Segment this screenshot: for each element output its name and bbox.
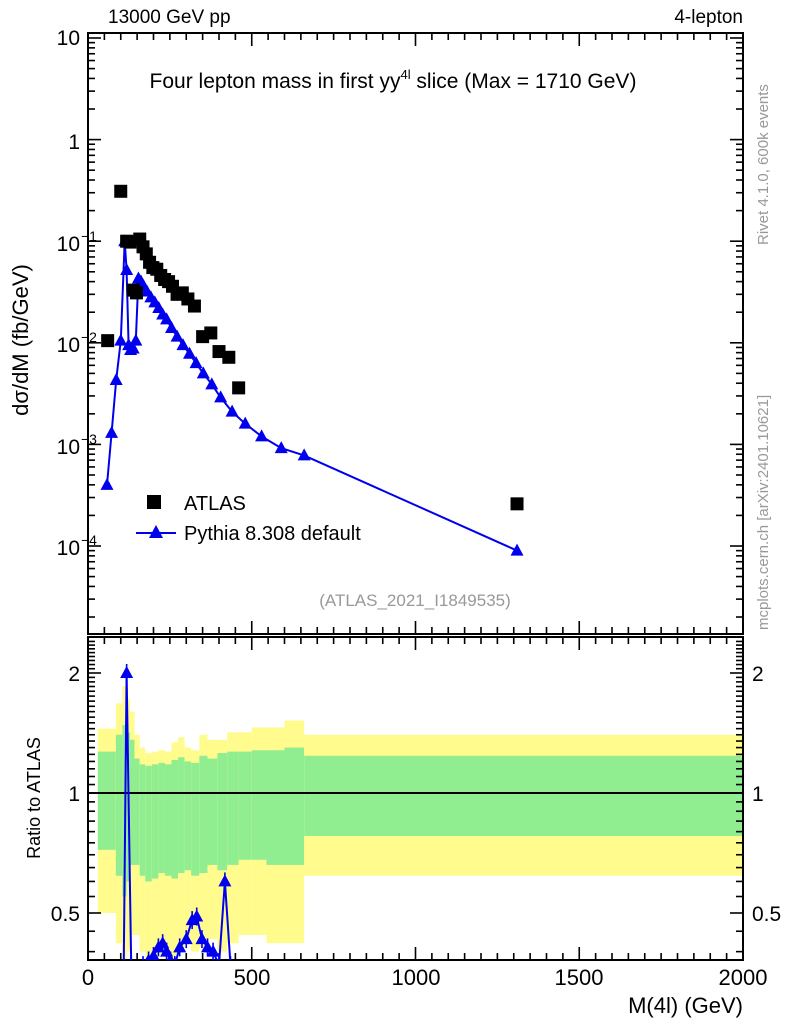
source-label: mcplots.cern.ch [arXiv:2401.10621] — [755, 395, 772, 630]
ratio-ylabel: Ratio to ATLAS — [24, 737, 44, 859]
pythia-point — [297, 448, 311, 461]
pythia-point — [225, 404, 239, 417]
pythia-point — [109, 373, 123, 386]
ratio-ytick-1-right: 1 — [752, 783, 764, 806]
atlas-point — [232, 381, 246, 395]
atlas-point — [204, 326, 218, 340]
xtick-0: 0 — [82, 965, 94, 990]
pythia-point — [255, 429, 269, 442]
ratio-ytick-1: 1 — [68, 783, 80, 806]
pythia-point — [510, 543, 524, 556]
pythia-point — [274, 441, 288, 454]
ratio-ytick-labels-left: 2 1 0.5 — [51, 663, 80, 926]
svg-text:−3: −3 — [81, 431, 97, 447]
pythia-point — [105, 425, 119, 438]
atlas-point — [212, 345, 226, 359]
xtick-1000: 1000 — [392, 965, 441, 990]
title-post: slice (Max = 1710 GeV) — [411, 70, 637, 93]
main-ytick-labels: 10 1 10 −1 10 −2 10 −3 10 −4 — [57, 27, 98, 560]
svg-text:−2: −2 — [81, 329, 97, 345]
xtick-1500: 1500 — [555, 965, 604, 990]
atlas-point — [101, 334, 115, 348]
main-ytick-2: 10 −1 — [57, 228, 98, 256]
svg-text:10: 10 — [57, 233, 80, 256]
generator-info-label: Rivet 4.1.0, 600k events — [755, 84, 772, 245]
main-ytick-5: 10 −4 — [57, 532, 98, 560]
ratio-xtick-marks — [87, 637, 744, 960]
pythia-point — [170, 329, 184, 342]
pythia-point — [176, 338, 190, 351]
ratio-pythia-curve — [120, 664, 232, 975]
final-state-label: 4-lepton — [674, 7, 743, 28]
main-ytick-marks — [88, 37, 743, 618]
pythia-point — [120, 263, 134, 276]
title-pre: Four lepton mass in first y — [150, 70, 391, 93]
pythia-point — [129, 333, 143, 346]
ratio-point — [130, 963, 143, 975]
main-xtick-marks — [87, 33, 744, 634]
ratio-ytick-2-right: 2 — [752, 663, 764, 686]
svg-text:10: 10 — [57, 334, 80, 357]
xtick-labels: 0 500 1000 1500 2000 — [82, 965, 768, 990]
atlas-markers — [101, 184, 524, 511]
pythia-point — [238, 416, 252, 429]
pythia-point — [126, 341, 140, 354]
main-ytick-1: 1 — [68, 131, 80, 154]
atlas-point — [187, 299, 201, 313]
legend-label-atlas: ATLAS — [184, 493, 246, 515]
pythia-point — [189, 356, 203, 369]
legend-label-pythia: Pythia 8.308 default — [184, 523, 361, 545]
legend-marker-atlas — [147, 495, 161, 509]
xtick-2000: 2000 — [719, 965, 768, 990]
atlas-point — [510, 497, 524, 511]
pythia-point — [160, 312, 174, 325]
pythia-point — [183, 346, 197, 359]
xaxis-label: M(4l) (GeV) — [628, 993, 743, 1018]
ratio-ytick-05-right: 0.5 — [752, 903, 781, 926]
ratio-ytick-labels-right: 2 1 0.5 — [752, 663, 781, 926]
svg-text:10: 10 — [57, 537, 80, 560]
pythia-point — [196, 366, 210, 379]
svg-text:−4: −4 — [81, 532, 97, 548]
pythia-markers — [100, 234, 524, 556]
atlas-point — [129, 286, 143, 300]
atlas-point — [123, 235, 137, 249]
pythia-point — [165, 320, 179, 333]
pythia-point — [114, 333, 128, 346]
xtick-500: 500 — [234, 965, 271, 990]
legend-marker-pythia — [149, 525, 163, 538]
legend: ATLAS Pythia 8.308 default — [136, 493, 361, 545]
watermark-label: (ATLAS_2021_I1849535) — [319, 591, 511, 610]
main-ytick-0: 10 — [57, 27, 80, 50]
atlas-point — [114, 184, 128, 198]
pythia-point — [100, 477, 114, 490]
pythia-point — [205, 377, 219, 390]
ratio-ytick-05: 0.5 — [51, 903, 80, 926]
atlas-point — [222, 350, 236, 364]
pythia-point — [214, 390, 228, 403]
svg-text:10: 10 — [57, 436, 80, 459]
ratio-ytick-marks — [88, 640, 743, 953]
ratio-ytick-2: 2 — [68, 663, 80, 686]
ratio-uncertainty-bands — [97, 686, 743, 959]
main-ytick-3: 10 −2 — [57, 329, 98, 357]
main-ytick-4: 10 −3 — [57, 431, 98, 459]
main-ylabel: dσ/dM (fb/GeV) — [8, 264, 33, 416]
svg-text:Four lepton mass in first yy4l: Four lepton mass in first yy4l slice (Ma… — [150, 67, 637, 93]
beam-label: 13000 GeV pp — [108, 7, 231, 28]
title-sup: 4l — [400, 67, 410, 82]
main-title: Four lepton mass in first yy4l slice (Ma… — [150, 67, 637, 93]
svg-text:−1: −1 — [81, 228, 97, 244]
